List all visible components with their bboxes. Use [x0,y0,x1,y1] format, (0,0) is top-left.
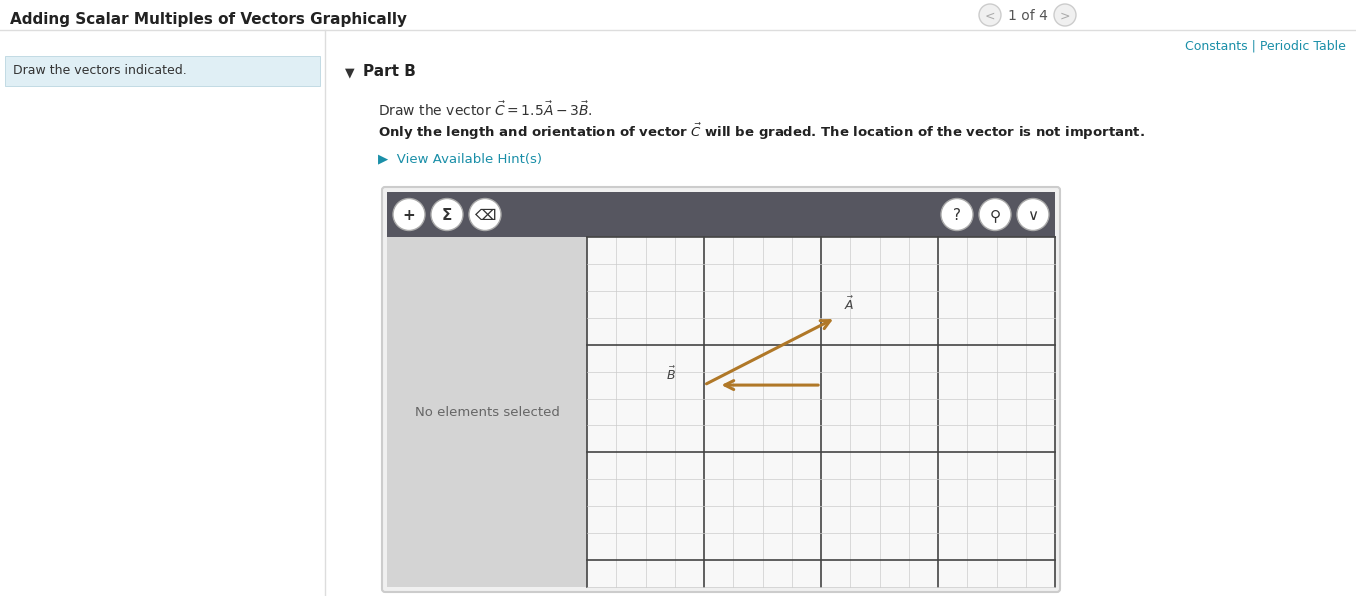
Text: Part B: Part B [363,64,416,79]
Text: Adding Scalar Multiples of Vectors Graphically: Adding Scalar Multiples of Vectors Graph… [9,12,407,27]
Text: Only the length and orientation of vector $\vec{C}$ will be graded. The location: Only the length and orientation of vecto… [378,122,1144,142]
Text: $\vec{B}$: $\vec{B}$ [666,366,675,383]
Circle shape [941,198,974,231]
Circle shape [469,198,500,231]
Text: ⌫: ⌫ [475,208,496,223]
FancyBboxPatch shape [382,187,1060,592]
Circle shape [393,198,424,231]
Text: +: + [403,208,415,223]
Circle shape [1054,4,1077,26]
Bar [587,237,1055,587]
Text: ▼: ▼ [344,66,355,79]
Circle shape [431,198,462,231]
Text: ∨: ∨ [1028,208,1039,223]
Text: ?: ? [953,208,961,223]
Text: Draw the vector $\vec{C} = 1.5\vec{A} - 3\vec{B}$.: Draw the vector $\vec{C} = 1.5\vec{A} - … [378,100,593,119]
Text: $\vec{A}$: $\vec{A}$ [845,296,854,313]
Text: ⚲: ⚲ [990,208,1001,223]
Bar [386,237,587,587]
Text: No elements selected: No elements selected [415,405,560,418]
Text: <: < [984,10,995,23]
Text: Draw the vectors indicated.: Draw the vectors indicated. [14,64,187,77]
Circle shape [979,4,1001,26]
Text: >: > [1060,10,1070,23]
Text: Σ: Σ [442,208,452,223]
Text: 1 of 4: 1 of 4 [1008,9,1047,23]
Text: ▶  View Available Hint(s): ▶ View Available Hint(s) [378,152,542,165]
Bar [386,192,1055,237]
Circle shape [1017,198,1050,231]
Text: Constants | Periodic Table: Constants | Periodic Table [1185,40,1347,53]
Bar [5,56,320,86]
Circle shape [979,198,1012,231]
